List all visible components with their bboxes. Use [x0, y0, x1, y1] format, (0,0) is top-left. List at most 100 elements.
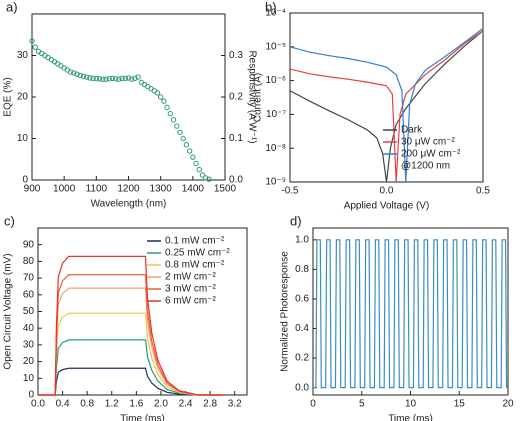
x-tick-label: 0: [310, 399, 316, 410]
legend-label: 3 mW cm⁻²: [165, 284, 216, 295]
x-tick-label: 0.4: [56, 399, 70, 410]
x-tick-label: 0.5: [476, 186, 490, 197]
x-tick-label: 0.0: [380, 186, 394, 197]
data-point: [109, 75, 116, 82]
y2-tick-label: 0.3: [229, 50, 243, 61]
y-tick-label: 30: [23, 340, 35, 351]
data-point: [67, 69, 74, 75]
data-point: [203, 175, 209, 181]
data-point: [74, 71, 80, 77]
data-point: [167, 110, 174, 117]
y-tick-label: 0.2: [295, 353, 309, 364]
y2-tick-label: 0.0: [229, 175, 243, 186]
data-point: [132, 75, 138, 82]
y-tick-label: 20: [17, 92, 29, 103]
data-point: [135, 74, 141, 80]
data-point: [164, 104, 170, 111]
data-point: [80, 73, 87, 79]
data-point: [180, 135, 186, 142]
x-tick-label: 1100: [86, 184, 108, 195]
data-point: [154, 90, 161, 96]
y-tick-label: 0.8: [295, 264, 309, 275]
data-point: [193, 160, 199, 167]
y-tick-label: 30: [17, 50, 29, 61]
data-point: [93, 76, 100, 82]
data-point: [77, 72, 83, 79]
data-point: [161, 98, 167, 104]
y-tick-label: 20: [23, 356, 35, 367]
data-point: [129, 76, 135, 82]
data-point: [186, 148, 193, 154]
x-tick-label: 1400: [182, 184, 205, 195]
plot-frame: [312, 227, 509, 396]
y2-tick-label: 0.1: [229, 133, 243, 144]
data-line: [38, 339, 223, 396]
y-tick-label: 10⁻⁹: [265, 177, 286, 188]
x-tick-label: 2.4: [179, 399, 193, 410]
data-line: [289, 30, 484, 183]
y-tick-label: 90: [23, 239, 35, 250]
data-point: [90, 75, 96, 82]
data-point: [125, 75, 132, 81]
x-tick-label: 5: [359, 399, 365, 410]
data-point: [100, 76, 106, 82]
y-axis-label: Current (A): [253, 73, 264, 122]
x-tick-label: 1.2: [105, 399, 119, 410]
data-line: [313, 239, 508, 389]
data-point: [174, 123, 180, 129]
y-tick-label: 10⁻⁷: [266, 109, 286, 120]
y-tick-label: 40: [23, 323, 35, 334]
data-point: [32, 44, 38, 50]
legend-label: 2 mW cm⁻²: [165, 272, 216, 283]
data-point: [83, 74, 90, 80]
x-tick-label: 1000: [53, 184, 76, 195]
legend-label: 6 mW cm⁻²: [165, 296, 216, 307]
x-tick-label: 15: [454, 399, 466, 410]
data-point: [103, 76, 109, 82]
x-tick-label: -0.5: [281, 186, 299, 197]
data-point: [71, 70, 77, 76]
data-point: [106, 76, 112, 82]
data-point: [96, 76, 103, 82]
y-tick-label: 10⁻⁴: [265, 8, 286, 19]
data-point: [190, 154, 196, 160]
x-tick-label: 1500: [214, 184, 237, 195]
legend-label: 200 μW cm⁻²: [401, 149, 461, 160]
x-tick-label: 0.0: [31, 399, 45, 410]
data-point: [157, 94, 164, 100]
y-tick-label: 10: [23, 373, 35, 384]
panel-label: a): [6, 0, 18, 14]
data-point: [119, 75, 125, 82]
y-tick-label: 10⁻⁵: [265, 41, 286, 52]
y-tick-label: 70: [23, 273, 35, 284]
x-axis-label: Wavelength (nm): [91, 199, 167, 210]
y-tick-label: 50: [23, 306, 35, 317]
data-line: [38, 367, 223, 396]
y-tick-label: 0.4: [295, 323, 309, 334]
panel-label: d): [290, 213, 302, 228]
y2-axis-label: Responsivity (A W⁻¹): [246, 50, 257, 143]
x-tick-label: 1.6: [129, 399, 143, 410]
y-tick-label: 0: [22, 175, 28, 186]
data-point: [170, 117, 177, 123]
y-tick-label: 10⁻⁸: [265, 143, 286, 154]
x-tick-label: 1200: [117, 184, 140, 195]
y-tick-label: 10⁻⁶: [265, 75, 286, 86]
y-tick-label: 0.0: [295, 382, 309, 393]
data-point: [29, 38, 35, 44]
data-line: [38, 312, 223, 396]
legend-label: 0.8 mW cm⁻²: [165, 260, 225, 271]
data-point: [196, 166, 202, 173]
panel-label: c): [4, 213, 15, 228]
data-point: [122, 75, 128, 82]
y-tick-label: 10: [17, 133, 29, 144]
data-point: [116, 76, 122, 82]
legend-label: 0.25 mW cm⁻²: [165, 248, 230, 259]
y-tick-label: 0: [28, 390, 34, 401]
plot-frame: [31, 13, 226, 181]
x-tick-label: 0.8: [80, 399, 94, 410]
legend-note: @1200 nm: [401, 161, 450, 172]
data-point: [183, 142, 190, 148]
panel-label: b): [265, 0, 277, 14]
